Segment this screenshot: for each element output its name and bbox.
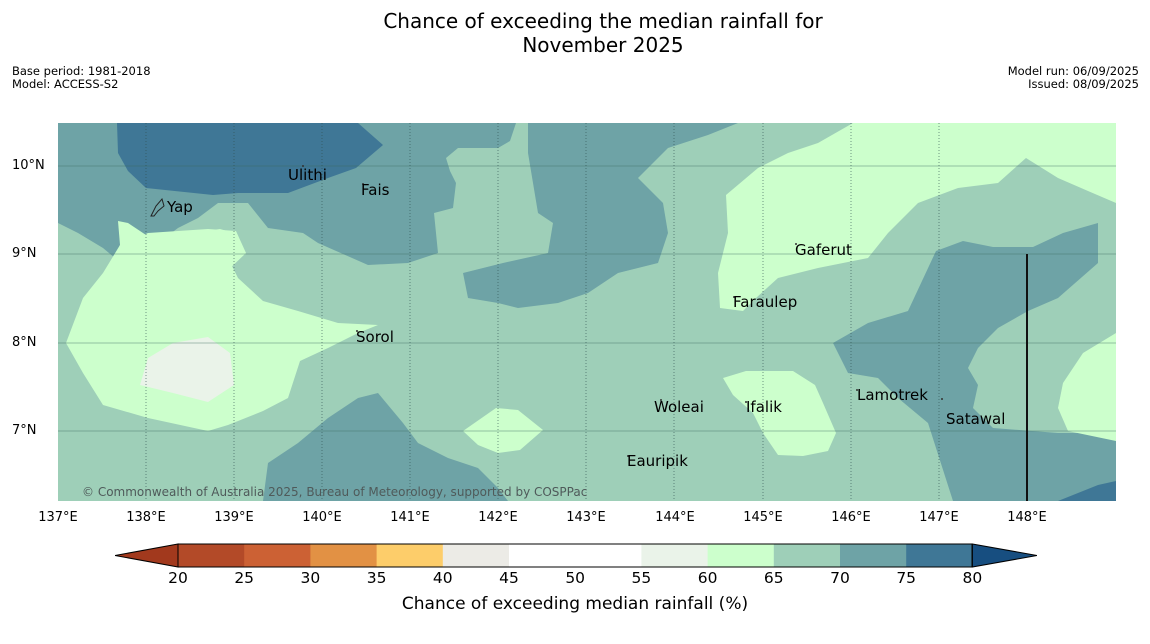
latitude-gridlines — [58, 165, 1116, 432]
rainfall-map[interactable] — [58, 123, 1116, 501]
map-title: Chance of exceeding the median rainfall … — [0, 9, 1150, 57]
lon-label-137e: 137°E — [38, 510, 78, 525]
place-marker-woleai — [660, 399, 662, 401]
model-run-text: Model run: 06/09/2025 — [1007, 64, 1139, 78]
colorbar-segment — [641, 544, 709, 567]
lon-label-147e: 147°E — [919, 510, 959, 525]
lon-label-145e: 145°E — [743, 510, 783, 525]
lon-label-148e: 148°E — [1007, 510, 1047, 525]
colorbar-extend-high — [971, 543, 1037, 568]
colorbar-segment — [310, 544, 378, 567]
colorbar-tick-label: 45 — [499, 569, 519, 587]
region-70-75-center — [463, 123, 738, 308]
lat-label-8n: 8°N — [12, 335, 37, 350]
colorbar-segment — [178, 544, 245, 567]
place-label-fais[interactable]: Fais — [361, 181, 390, 199]
colorbar-segment — [509, 544, 576, 567]
colorbar-segments — [115, 543, 1037, 568]
lon-label-146e: 146°E — [831, 510, 871, 525]
colorbar-tick-label: 30 — [300, 569, 321, 587]
colorbar-segment — [840, 544, 907, 567]
colorbar-label: Chance of exceeding median rainfall (%) — [401, 594, 749, 614]
region-60-65-west-upper — [83, 229, 246, 338]
title-line-2: November 2025 — [522, 33, 684, 57]
colorbar-tick-label: 25 — [234, 569, 255, 587]
issued-text: Issued: 08/09/2025 — [1028, 77, 1139, 91]
model-info-right: Model run: 06/09/2025 Issued: 08/09/2025 — [1008, 65, 1139, 91]
colorbar-tick-label: 70 — [830, 569, 850, 587]
longitude-gridlines — [145, 123, 940, 501]
place-marker-eauripik — [627, 455, 629, 457]
colorbar-tick-label: 35 — [366, 569, 387, 587]
lat-label-9n: 9°N — [12, 246, 37, 261]
place-marker-lamotrek — [856, 389, 858, 391]
colorbar-extend-low — [115, 543, 179, 568]
place-label-ulithi[interactable]: Ulithi — [288, 166, 327, 184]
place-label-woleai[interactable]: Woleai — [654, 398, 704, 416]
lon-label-141e: 141°E — [390, 510, 430, 525]
region-55-60-west — [140, 337, 234, 402]
place-marker-faraulep — [733, 296, 735, 298]
place-marker-fais — [362, 183, 364, 185]
colorbar-tick-label: 60 — [697, 569, 718, 587]
lon-label-142e: 142°E — [478, 510, 518, 525]
lon-label-138e: 138°E — [126, 510, 166, 525]
place-label-satawal[interactable]: Satawal — [946, 410, 1006, 428]
region-70-75-south — [263, 393, 508, 501]
model-name-text: Model: ACCESS-S2 — [12, 77, 119, 91]
title-line-1: Chance of exceeding the median rainfall … — [383, 9, 823, 33]
colorbar-tick-label: 65 — [763, 569, 784, 587]
map-canvas — [58, 123, 1116, 501]
yap-island-outline — [150, 197, 165, 217]
lon-label-144e: 144°E — [655, 510, 695, 525]
region-60-65-mideast — [723, 371, 836, 456]
place-label-yap[interactable]: Yap — [167, 198, 193, 216]
model-info-left: Base period: 1981-2018 Model: ACCESS-S2 — [12, 65, 151, 91]
copyright-notice: © Commonwealth of Australia 2025, Bureau… — [82, 485, 588, 499]
place-marker-ulithi — [302, 165, 304, 167]
colorbar-segment — [773, 544, 841, 567]
region-70-75-east — [833, 223, 1116, 501]
lon-label-139e: 139°E — [214, 510, 254, 525]
base-period-text: Base period: 1981-2018 — [12, 64, 151, 78]
colorbar-tick-label: 75 — [896, 569, 917, 587]
colorbar-tick-label: 80 — [962, 569, 983, 587]
colorbar-segment — [442, 544, 510, 567]
colorbar-tick-label: 55 — [631, 569, 652, 587]
lat-label-7n: 7°N — [12, 423, 37, 438]
region-75-80-north — [117, 123, 383, 195]
colorbar-segment — [244, 544, 311, 567]
colorbar-tick-label: 40 — [432, 569, 453, 587]
region-60-65-central — [463, 408, 543, 453]
lon-label-140e: 140°E — [302, 510, 342, 525]
colorbar-tick-label: 50 — [565, 569, 586, 587]
region-75-80-southeast — [1058, 481, 1116, 501]
region-60-65-northeast — [718, 123, 1116, 311]
colorbar-tick-label: 20 — [168, 569, 188, 587]
place-label-gaferut[interactable]: Gaferut — [795, 241, 852, 259]
place-marker-sorol — [356, 330, 358, 332]
place-label-eauripik[interactable]: Eauripik — [627, 452, 688, 470]
colorbar — [115, 543, 1037, 568]
place-label-faraulep[interactable]: Faraulep — [733, 293, 798, 311]
place-marker-ifalik — [745, 401, 747, 403]
colorbar-segment — [376, 544, 444, 567]
lon-label-143e: 143°E — [566, 510, 606, 525]
place-label-ifalik[interactable]: Ifalik — [746, 398, 782, 416]
place-marker-gaferut — [795, 243, 797, 245]
colorbar-segment — [575, 544, 642, 567]
lat-label-10n: 10°N — [12, 158, 45, 173]
place-marker-extra — [941, 398, 943, 400]
place-label-sorol[interactable]: Sorol — [356, 328, 394, 346]
colorbar-segment — [906, 544, 973, 567]
place-label-lamotrek[interactable]: Lamotrek — [857, 386, 928, 404]
colorbar-segment — [707, 544, 775, 567]
region-60-65-eastedge — [1058, 333, 1116, 441]
